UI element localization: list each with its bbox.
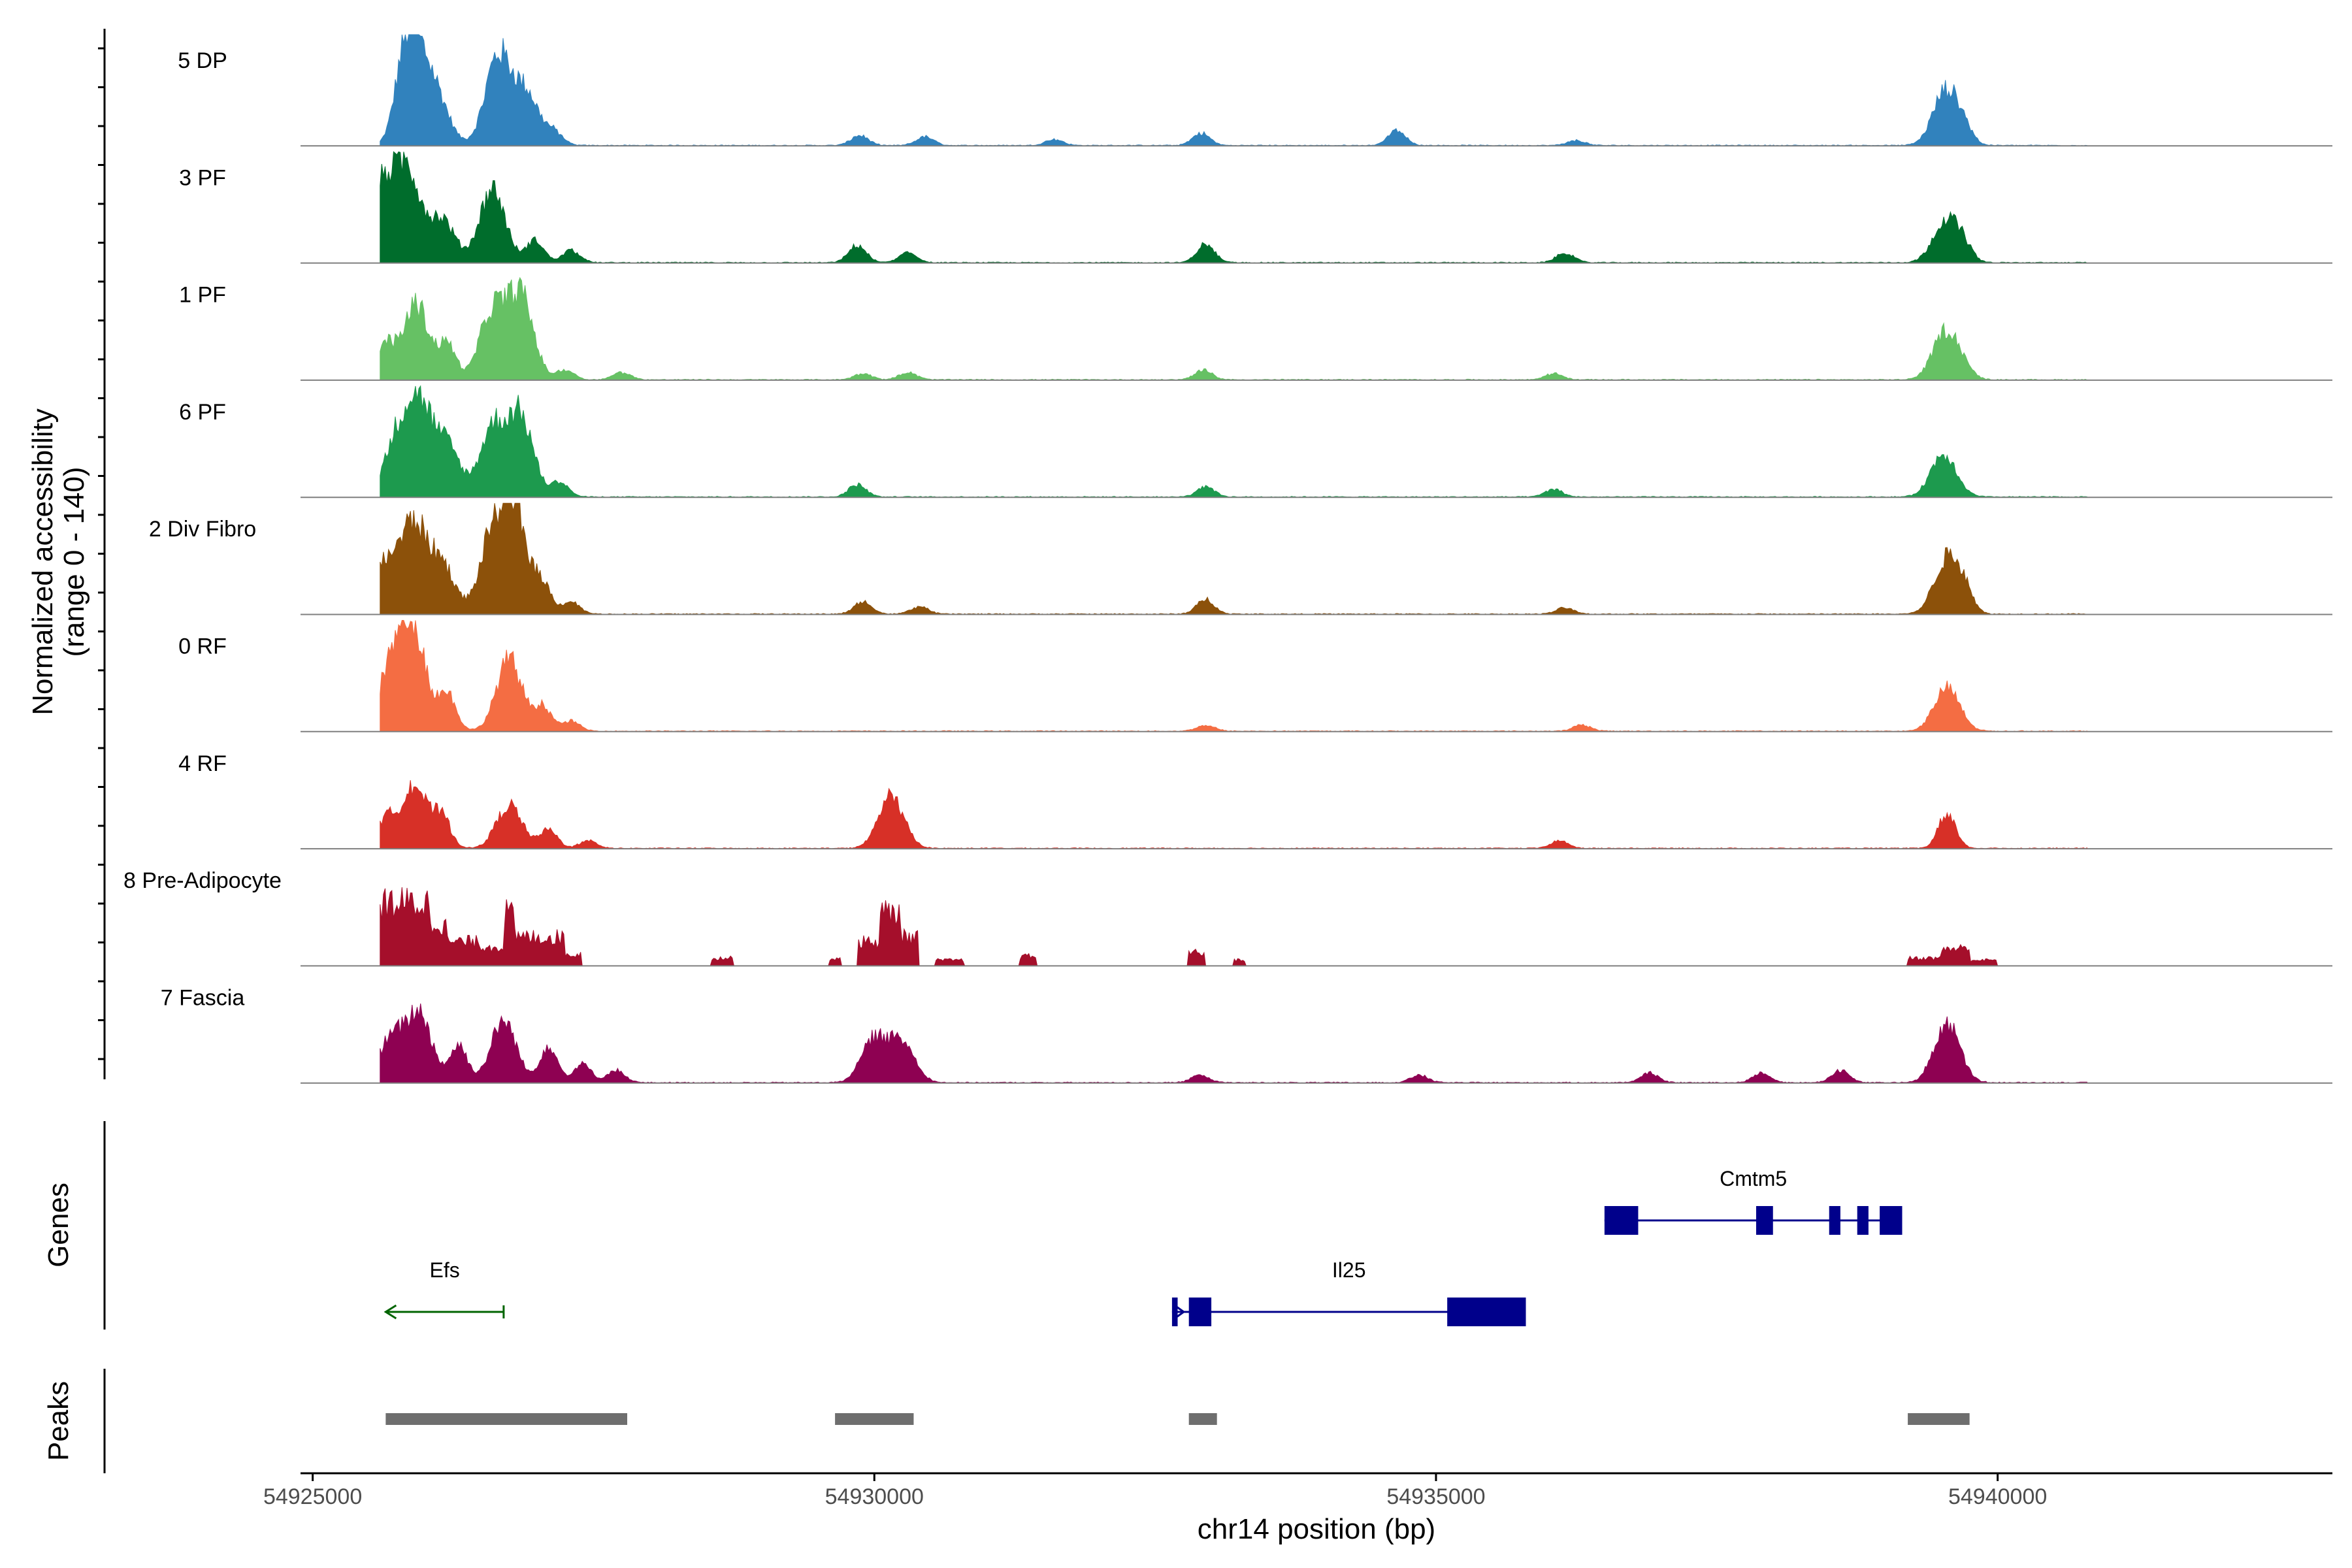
- coverage-area: [380, 385, 2089, 498]
- coverage-area: [380, 151, 2088, 264]
- track-label: 0 RF: [178, 634, 227, 659]
- peak-region-bar: [385, 1413, 628, 1425]
- track-label: 2 Div Fibro: [149, 517, 256, 542]
- exon: [1171, 1298, 1178, 1326]
- track-6: 4 RF: [178, 751, 2332, 850]
- x-tick-label: 54940000: [1948, 1484, 2047, 1509]
- track-0: 5 DP: [178, 34, 2332, 147]
- exon: [1880, 1206, 1903, 1235]
- strand-arrow: [1174, 1304, 1186, 1320]
- strand-arrow: [384, 1304, 397, 1320]
- track-4: 2 Div Fibro: [149, 502, 2332, 615]
- coverage-area: [380, 1004, 2089, 1084]
- coverage-y-ticks: [98, 47, 105, 1060]
- track-1: 3 PF: [179, 151, 2332, 264]
- y-axis-title-line1: Normalized accessibility: [27, 408, 59, 715]
- x-tick-label: 54930000: [825, 1484, 924, 1509]
- track-label: 7 Fascia: [161, 985, 245, 1010]
- track-8: 7 Fascia: [161, 985, 2332, 1084]
- x-axis-title: chr14 position (bp): [1198, 1513, 1435, 1545]
- track-label: 6 PF: [179, 400, 226, 425]
- track-3: 6 PF: [179, 385, 2332, 498]
- gene-annotations: Efs Il25 Cmtm5: [384, 1167, 1903, 1326]
- exon: [1604, 1206, 1639, 1235]
- track-5: 0 RF: [178, 620, 2332, 732]
- coverage-area: [380, 620, 2089, 732]
- y-axis-title-line2: (range 0 - 140): [58, 466, 90, 657]
- genes-panel-label: Genes: [42, 1183, 74, 1267]
- peak-region-bar: [1908, 1413, 1970, 1425]
- exon: [1756, 1206, 1773, 1235]
- coverage-area: [380, 502, 2088, 615]
- coverage-area: [380, 276, 2089, 381]
- coverage-area: [380, 887, 2088, 966]
- x-tick-label: 54935000: [1386, 1484, 1485, 1509]
- coverage-tracks: 5 DP 3 PF 1 PF 6 PF 2 Div Fibro 0 RF 4 RF 8 Pre…: [123, 34, 2332, 1084]
- coverage-area: [380, 34, 2089, 146]
- x-axis-ticks: 54925000 54930000 54935000 54940000: [263, 1473, 2047, 1509]
- coverage-area: [380, 780, 2089, 849]
- track-label: 4 RF: [178, 751, 227, 776]
- gene-label: Il25: [1332, 1258, 1366, 1282]
- peak-regions: [385, 1413, 1970, 1425]
- exon: [1447, 1298, 1526, 1326]
- exon: [1857, 1206, 1869, 1235]
- gene-cmtm5: Cmtm5: [1604, 1167, 1903, 1235]
- gene-efs: Efs: [384, 1258, 505, 1320]
- track-label: 3 PF: [179, 165, 226, 190]
- peak-region-bar: [835, 1413, 914, 1425]
- track-label: 1 PF: [179, 283, 226, 308]
- track-7: 8 Pre-Adipocyte: [123, 868, 2332, 967]
- gene-il25: Il25: [1171, 1258, 1526, 1326]
- track-2: 1 PF: [179, 276, 2332, 381]
- exon: [1188, 1298, 1212, 1326]
- peaks-panel-label: Peaks: [42, 1381, 74, 1461]
- gene-label: Cmtm5: [1720, 1167, 1787, 1190]
- x-tick-label: 54925000: [263, 1484, 362, 1509]
- track-label: 5 DP: [178, 48, 227, 73]
- peak-region-bar: [1188, 1413, 1217, 1425]
- gene-label: Efs: [430, 1258, 460, 1282]
- track-label: 8 Pre-Adipocyte: [123, 868, 282, 893]
- exon: [1829, 1206, 1840, 1235]
